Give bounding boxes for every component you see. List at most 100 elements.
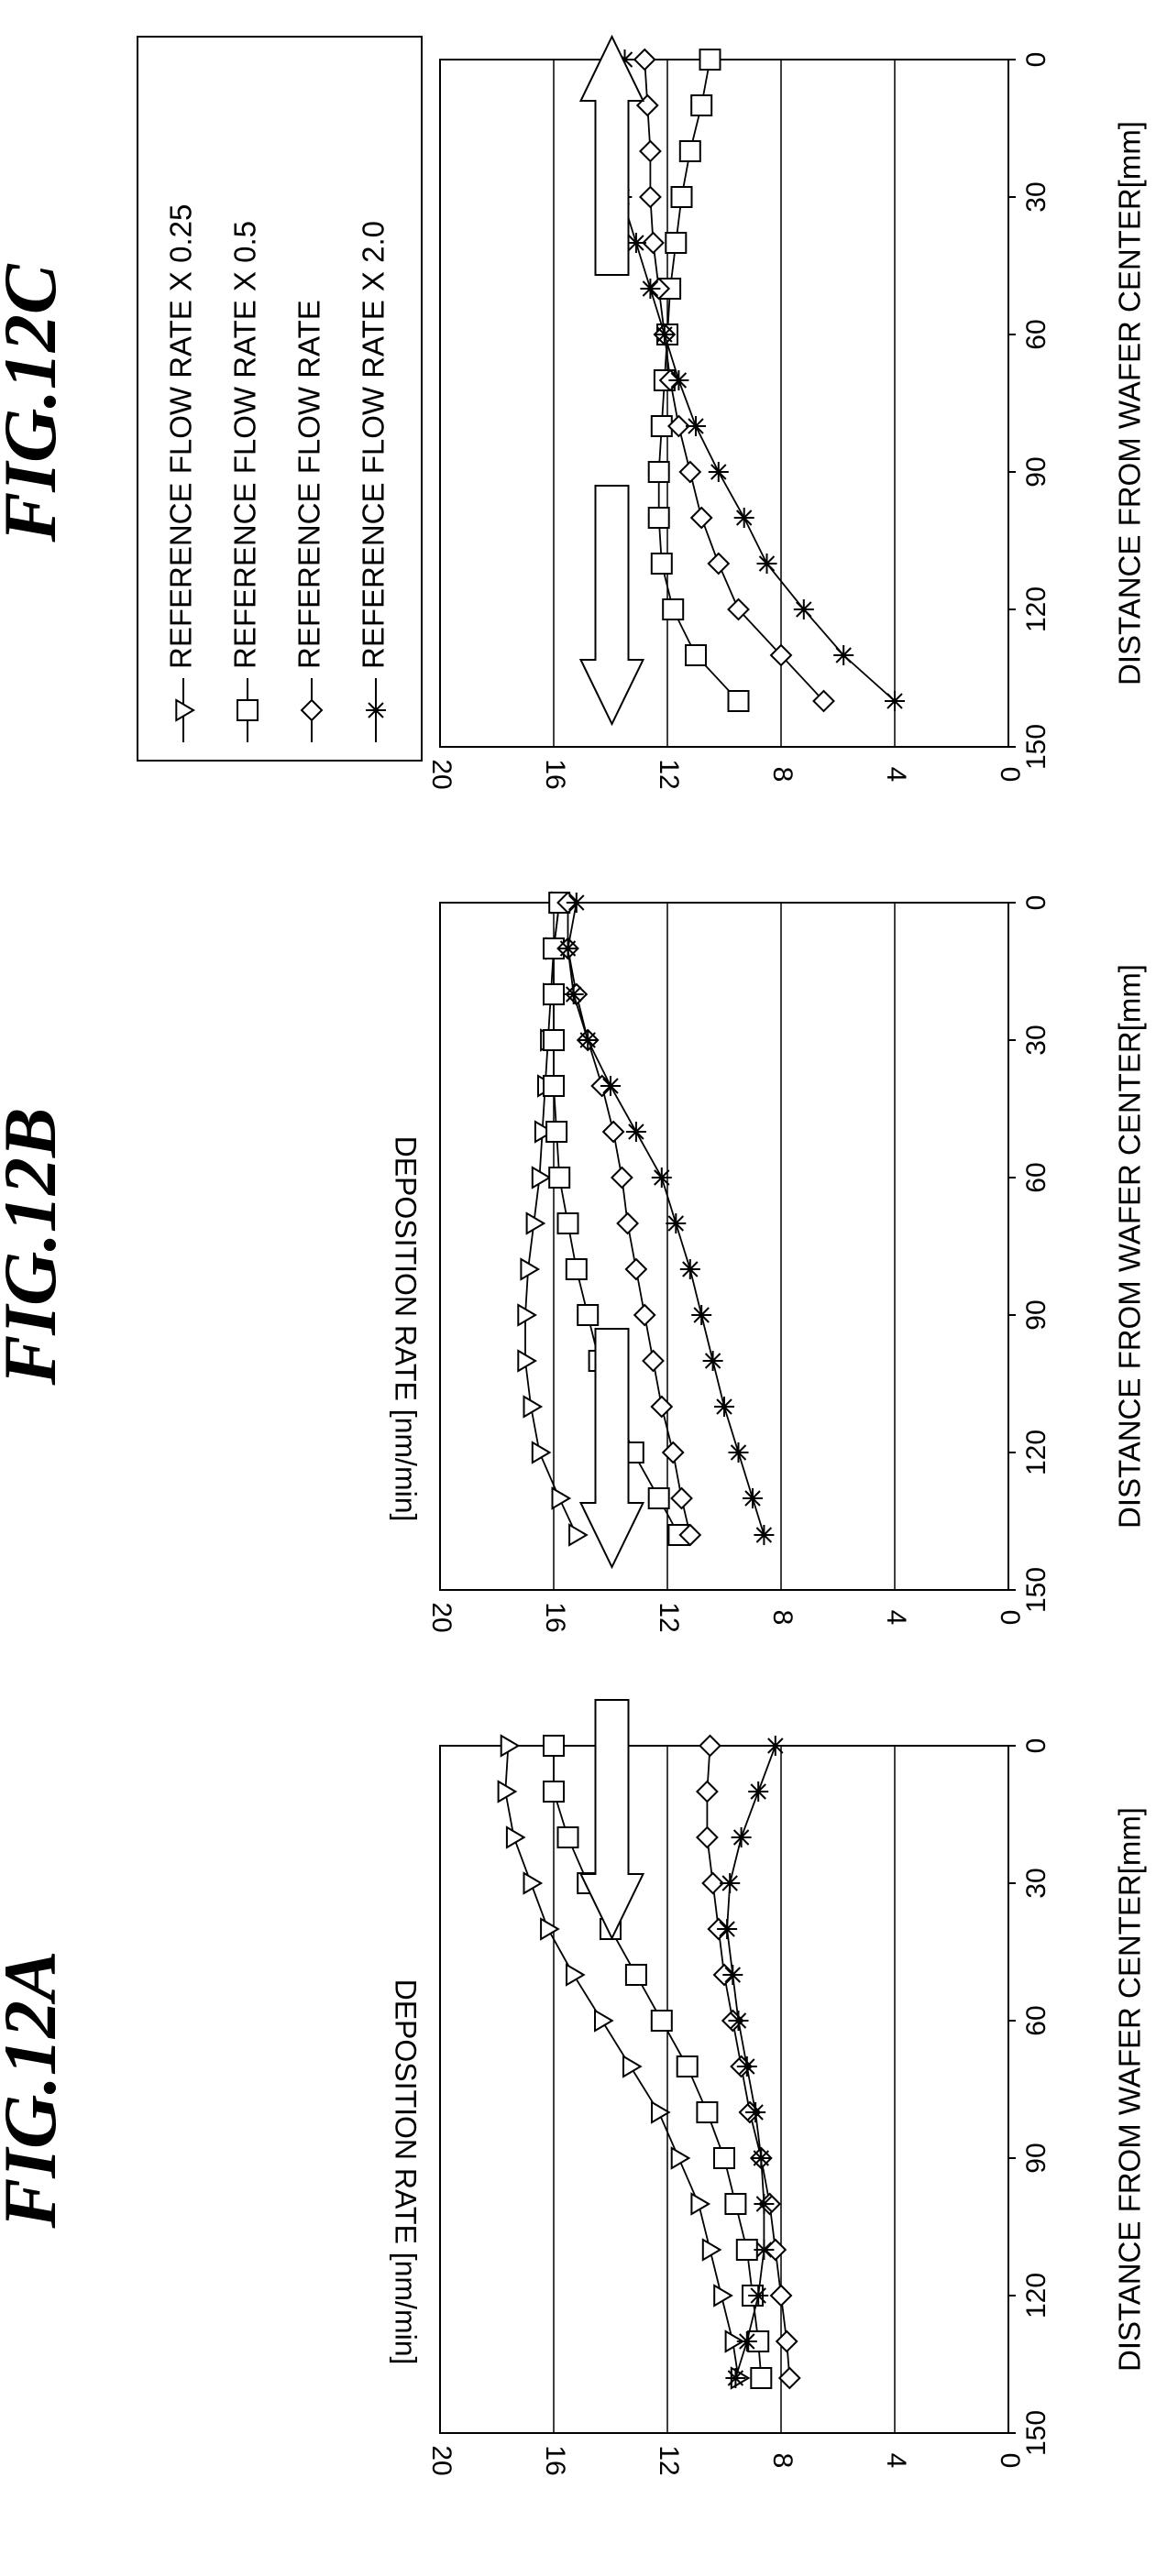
x-tick-label: 0 bbox=[1021, 1738, 1051, 1754]
data-point bbox=[557, 938, 578, 959]
data-point bbox=[765, 1736, 786, 1756]
data-point bbox=[633, 48, 656, 71]
data-point bbox=[754, 2240, 775, 2260]
x-tick-label: 150 bbox=[1021, 2410, 1051, 2456]
chart-title: FIG.12C bbox=[0, 263, 72, 543]
y-tick-label: 12 bbox=[654, 759, 684, 789]
data-point bbox=[543, 983, 565, 1005]
x-tick-label: 60 bbox=[1021, 1162, 1051, 1192]
data-point bbox=[885, 691, 905, 711]
chart-title: FIG.12B bbox=[0, 1107, 72, 1386]
y-tick-label: 20 bbox=[426, 1602, 457, 1632]
y-tick-label: 0 bbox=[995, 2453, 1025, 2469]
data-point bbox=[523, 1395, 544, 1419]
data-point bbox=[520, 1257, 541, 1281]
data-point bbox=[638, 185, 662, 209]
data-point bbox=[727, 597, 750, 621]
data-point bbox=[751, 2148, 772, 2168]
data-point bbox=[728, 2011, 749, 2031]
y-tick-label: 16 bbox=[540, 759, 570, 789]
data-point bbox=[543, 1735, 565, 1757]
x-axis-label: DISTANCE FROM WAFER CENTER[mm] bbox=[1113, 1807, 1147, 2372]
data-point bbox=[754, 1525, 775, 1545]
data-point bbox=[722, 1965, 743, 1985]
x-tick-label: 150 bbox=[1021, 1567, 1051, 1613]
x-tick-label: 30 bbox=[1021, 1868, 1051, 1898]
data-point bbox=[545, 1121, 568, 1143]
x-tick-label: 0 bbox=[1021, 895, 1051, 911]
data-point bbox=[661, 1441, 685, 1464]
data-point bbox=[525, 1211, 546, 1235]
data-point bbox=[720, 1873, 741, 1893]
data-point bbox=[690, 94, 713, 116]
series-reference-flow-rate-x-2-0 bbox=[557, 893, 775, 1545]
data-point bbox=[678, 1523, 702, 1547]
data-point bbox=[686, 416, 706, 436]
data-point bbox=[642, 231, 665, 255]
data-point bbox=[731, 1827, 752, 1847]
trend-arrow bbox=[578, 34, 645, 276]
data-point bbox=[736, 2331, 757, 2351]
x-axis-label: DISTANCE FROM WAFER CENTER[mm] bbox=[1113, 964, 1147, 1529]
x-axis-label: DISTANCE FROM WAFER CENTER[mm] bbox=[1113, 121, 1147, 685]
y-tick-label: 16 bbox=[540, 1602, 570, 1632]
data-point bbox=[594, 2009, 614, 2033]
data-point bbox=[624, 1257, 648, 1281]
trend-arrow bbox=[578, 1699, 645, 1941]
data-point bbox=[568, 1523, 589, 1547]
x-tick-label: 90 bbox=[1021, 1299, 1051, 1330]
data-point bbox=[543, 1781, 565, 1803]
data-point bbox=[754, 2194, 775, 2214]
data-point bbox=[666, 414, 690, 438]
data-point bbox=[678, 460, 702, 484]
data-point bbox=[531, 1166, 552, 1189]
data-point bbox=[748, 2286, 769, 2306]
data-point bbox=[713, 2284, 733, 2307]
data-point bbox=[654, 324, 675, 345]
y-tick-label: 20 bbox=[426, 2445, 457, 2475]
data-point bbox=[769, 2284, 793, 2307]
data-point bbox=[548, 1167, 571, 1189]
y-tick-label: 0 bbox=[995, 1610, 1025, 1626]
x-tick-label: 0 bbox=[1021, 52, 1051, 68]
data-point bbox=[775, 2329, 798, 2353]
data-point bbox=[565, 1258, 588, 1280]
data-point bbox=[728, 1442, 749, 1463]
data-point bbox=[622, 2055, 643, 2078]
legend-marker bbox=[300, 698, 324, 722]
data-point bbox=[699, 1734, 721, 1758]
x-tick-label: 30 bbox=[1021, 1025, 1051, 1055]
data-point bbox=[625, 233, 646, 253]
data-point bbox=[556, 1212, 579, 1234]
legend-marker bbox=[366, 700, 386, 720]
data-point bbox=[543, 1029, 565, 1051]
data-point bbox=[666, 1213, 687, 1233]
data-point bbox=[743, 1488, 763, 1508]
data-point bbox=[701, 1871, 725, 1895]
data-point bbox=[668, 370, 689, 390]
plot-frame bbox=[439, 902, 1009, 1591]
data-point bbox=[633, 1303, 656, 1327]
trend-arrow bbox=[578, 1328, 645, 1570]
data-point bbox=[727, 690, 750, 712]
data-point bbox=[670, 2146, 691, 2170]
data-point bbox=[577, 1304, 600, 1326]
legend-label: REFERENCE FLOW RATE X 0.5 bbox=[228, 221, 262, 669]
y-tick-label: 8 bbox=[767, 2453, 798, 2469]
data-point bbox=[614, 49, 635, 70]
data-point bbox=[517, 1349, 537, 1373]
data-point bbox=[551, 1486, 572, 1510]
y-tick-label: 4 bbox=[881, 2453, 911, 2469]
x-tick-label: 120 bbox=[1021, 1430, 1051, 1475]
data-point bbox=[691, 1305, 712, 1325]
data-point bbox=[713, 2147, 735, 2169]
data-point bbox=[748, 1781, 769, 1802]
legend-label: REFERENCE FLOW RATE bbox=[292, 300, 326, 669]
y-tick-label: 4 bbox=[881, 767, 911, 783]
chart-2: FIG.12B 0 4 8 12 16 20 0 30 60 90 120 150 DISTANCE FR… bbox=[0, 891, 1147, 1633]
data-point bbox=[534, 1120, 555, 1144]
data-point bbox=[638, 139, 662, 163]
x-tick-label: 60 bbox=[1021, 2005, 1051, 2035]
data-point bbox=[566, 893, 587, 913]
